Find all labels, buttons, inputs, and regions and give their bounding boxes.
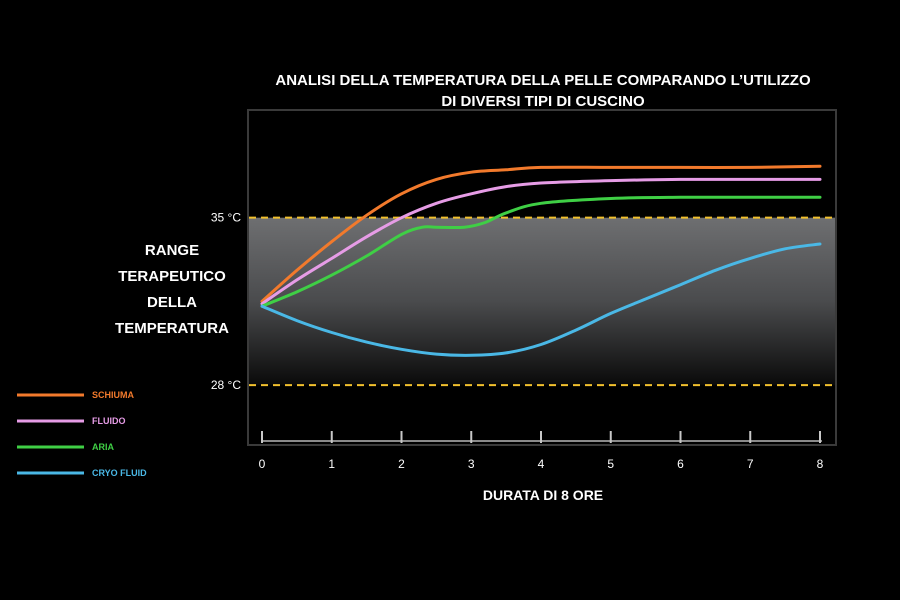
range-label-line-3: DELLA [147, 294, 197, 311]
chart-title-line-2: DI DIVERSI TIPI DI CUSCINO [441, 93, 645, 110]
legend-label-fluido: FLUIDO [92, 416, 126, 426]
series-line-schiuma [260, 164, 822, 303]
x-axis-label: DURATA DI 8 ORE [483, 487, 603, 503]
range-label: RANGE TERAPEUTICO DELLA TEMPERATURA [115, 242, 229, 337]
x-tick-label-0: 0 [259, 457, 266, 471]
series-line-aria [260, 195, 822, 308]
range-label-line-4: TEMPERATURA [115, 320, 229, 337]
range-label-line-2: TERAPEUTICO [118, 268, 226, 285]
x-tick-label-7: 7 [747, 457, 754, 471]
x-tick-label-6: 6 [677, 457, 684, 471]
x-tick-label-2: 2 [398, 457, 405, 471]
legend-label-aria: ARIA [92, 442, 114, 452]
therapeutic-range-band [249, 217, 835, 386]
reference-label-28: 28 °C [211, 378, 241, 392]
x-tick-label-4: 4 [538, 457, 545, 471]
x-tick-label-1: 1 [328, 457, 335, 471]
x-tick-label-8: 8 [817, 457, 824, 471]
chart-title-line-1: ANALISI DELLA TEMPERATURA DELLA PELLE CO… [275, 72, 811, 89]
reference-label-35: 35 °C [211, 211, 241, 225]
legend-label-cryo-fluid: CRYO FLUID [92, 468, 147, 478]
series-line-fluido [260, 177, 822, 306]
range-label-line-1: RANGE [145, 242, 199, 259]
series-line-cryo-fluid [260, 242, 822, 357]
x-tick-label-3: 3 [468, 457, 475, 471]
legend-label-schiuma: SCHIUMA [92, 390, 134, 400]
x-tick-label-5: 5 [607, 457, 614, 471]
